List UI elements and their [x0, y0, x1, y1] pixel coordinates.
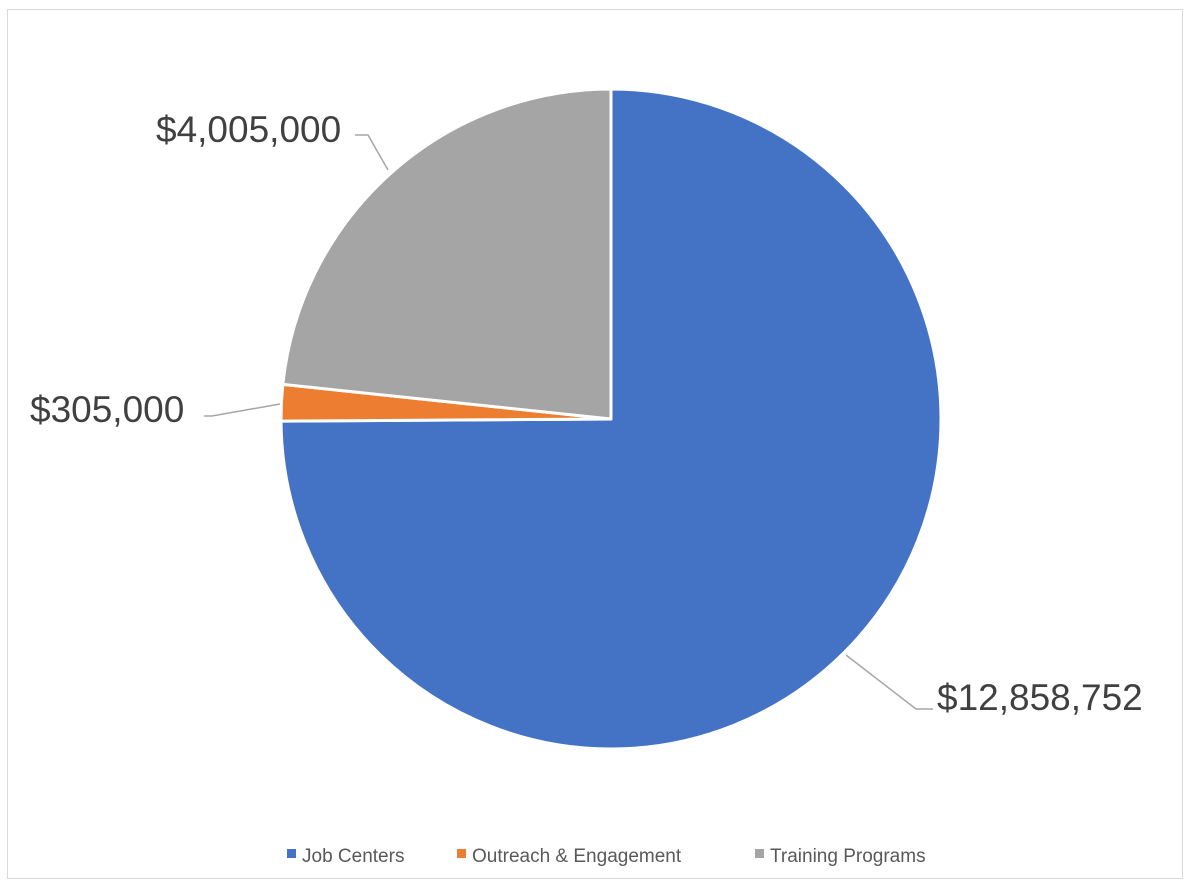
- legend-label-outreach-engagement: Outreach & Engagement: [472, 846, 682, 867]
- leader-lines: [204, 134, 933, 710]
- leader-line-training-programs: [355, 134, 389, 171]
- pie-slices: [279, 87, 943, 751]
- leader-line-outreach-engagement: [204, 403, 281, 417]
- legend-label-training-programs: Training Programs: [770, 846, 926, 867]
- legend-label-job-centers: Job Centers: [302, 846, 404, 867]
- data-labels: $12,858,752 $305,000 $4,005,000: [30, 109, 1143, 718]
- leader-line-job-centers: [845, 654, 933, 710]
- data-label-job-centers: $12,858,752: [937, 677, 1143, 718]
- data-label-outreach-engagement: $305,000: [30, 389, 184, 430]
- legend: Job Centers Outreach & Engagement Traini…: [287, 846, 926, 867]
- pie-slice-training-programs: [281, 87, 613, 421]
- legend-swatch-outreach-engagement: [457, 849, 466, 858]
- legend-swatch-job-centers: [287, 849, 296, 858]
- legend-swatch-training-programs: [755, 849, 764, 858]
- pie-slice-job-centers: [279, 87, 943, 751]
- data-label-training-programs: $4,005,000: [156, 109, 341, 150]
